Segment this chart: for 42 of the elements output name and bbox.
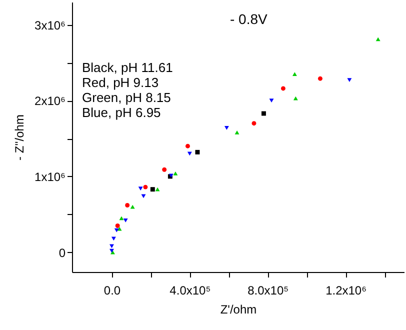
point [269, 98, 274, 103]
point [195, 150, 200, 154]
x-tick-label: 8.0x10⁵ [248, 284, 289, 298]
y-tick-label: 0 [58, 246, 66, 260]
point [114, 228, 119, 232]
point [280, 86, 286, 91]
point [111, 236, 116, 241]
point [185, 144, 190, 148]
annotation: Blue, pH 6.95 [82, 105, 161, 120]
x-tick-label: 4.0x10⁵ [170, 284, 211, 298]
point [155, 187, 160, 192]
x-tick-label: 0.0 [104, 284, 121, 298]
y-tick-label: 1x10⁶ [34, 170, 66, 184]
x-tick-label: 1.2x10⁶ [326, 284, 367, 298]
point [224, 126, 229, 130]
point [347, 78, 352, 82]
annotation: - 0.8V [230, 11, 268, 27]
x-axis-title: Z'/ohm [220, 302, 257, 316]
point [162, 167, 167, 172]
point [376, 37, 380, 42]
point [143, 184, 148, 190]
annotation: Red, pH 9.13 [82, 75, 159, 90]
annotation: Green, pH 8.15 [82, 90, 171, 105]
point [119, 216, 124, 220]
point [115, 224, 120, 228]
point [150, 187, 155, 192]
point [261, 111, 266, 116]
point [318, 76, 322, 81]
y-axis-title: - Z''/ohm [12, 114, 27, 160]
point [293, 96, 298, 100]
y-tick-label: 3x10⁶ [34, 18, 66, 32]
annotation: Black, pH 11.61 [82, 60, 173, 75]
point [138, 186, 143, 191]
y-tick-label: 2x10⁶ [34, 94, 66, 108]
point [292, 72, 297, 76]
point [141, 194, 146, 198]
point [125, 203, 130, 208]
point [173, 171, 178, 176]
point [252, 121, 256, 126]
point [123, 218, 128, 222]
point [234, 130, 240, 134]
point [187, 152, 192, 156]
